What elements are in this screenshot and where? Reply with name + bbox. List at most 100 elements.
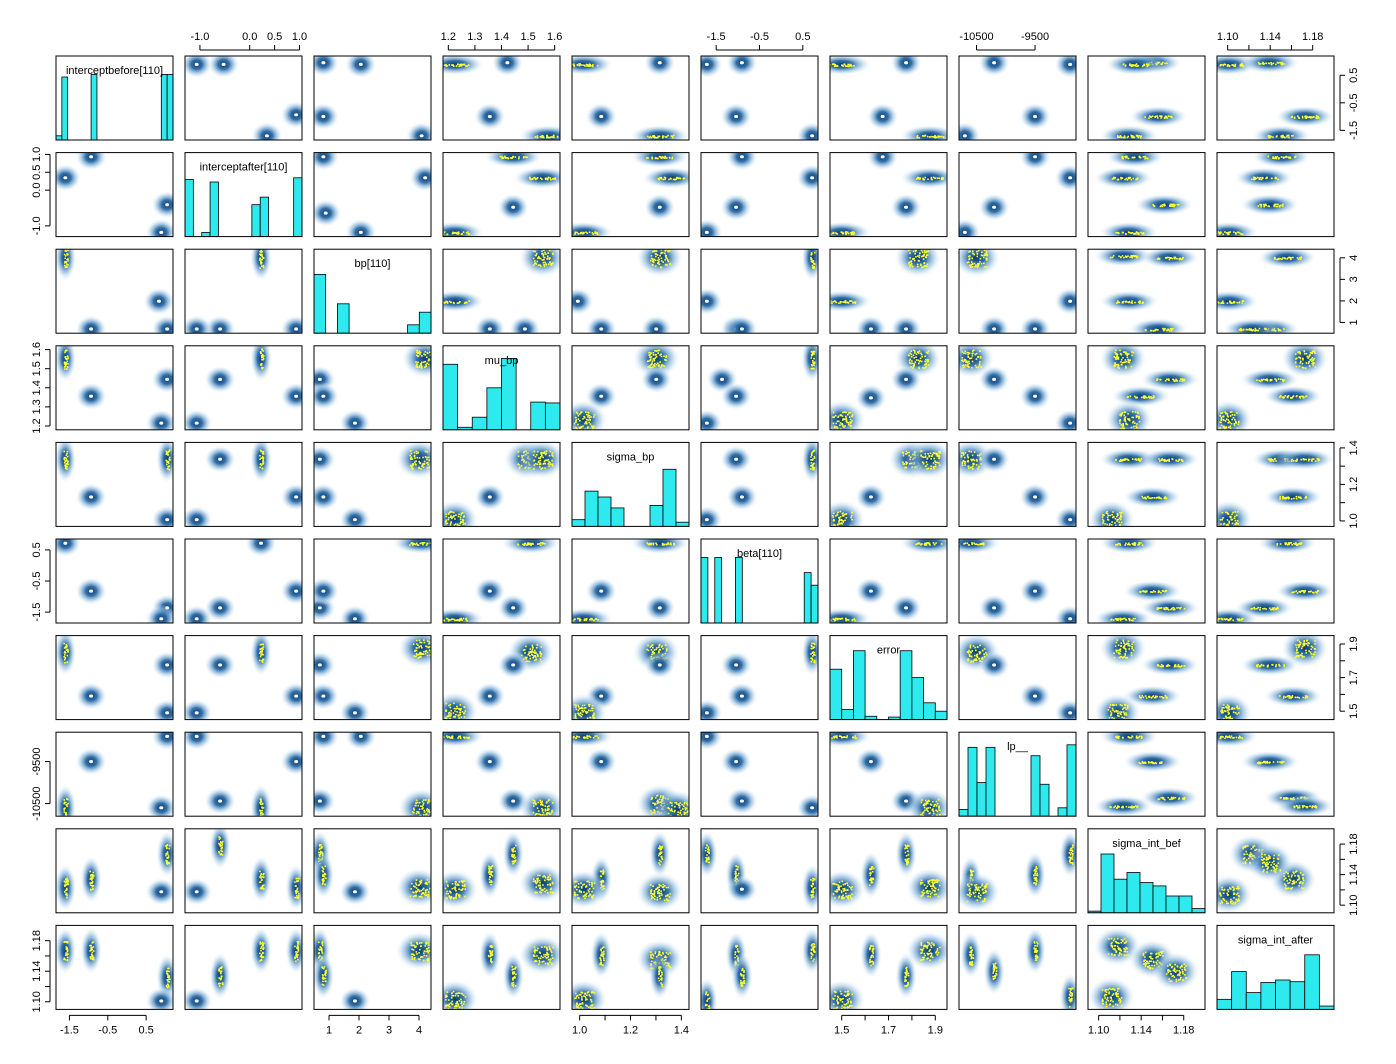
sample-point [1233,301,1236,303]
sample-point [1305,395,1307,398]
sample-point [1183,379,1186,382]
sample-point [553,178,556,180]
sample-point [1165,378,1168,381]
density-core [880,114,885,119]
sample-point [1305,643,1308,645]
sample-point [1233,414,1236,416]
sample-point [813,362,815,365]
sample-point [518,463,520,466]
sample-point [432,364,434,366]
hist-bar [251,204,261,237]
sample-point [1221,527,1223,529]
sample-point [532,543,534,545]
sample-point [1150,397,1153,399]
sample-point [850,233,853,236]
sample-point [845,411,848,414]
sample-point [971,352,973,355]
sample-point [924,455,927,458]
sample-point [662,136,664,139]
density-core [321,694,326,698]
sample-point [1111,256,1114,259]
panel-frame [442,345,561,431]
sample-point [66,254,69,256]
sample-point [1269,460,1272,462]
sample-point [968,352,971,355]
sample-point [572,619,574,622]
density-core [704,421,709,425]
sample-point [458,65,461,68]
sample-point [1275,136,1278,138]
sample-point [975,658,978,660]
sample-point [593,714,595,716]
sample-point [1115,649,1118,652]
sample-point [1136,178,1138,180]
sample-point [665,136,667,138]
sample-point [812,450,814,453]
sample-point [1307,644,1309,647]
sample-point [810,454,813,456]
sample-point [1122,231,1124,234]
sample-point [659,254,661,257]
panel-frame [1087,345,1206,431]
sample-point [1295,358,1297,360]
sample-point [66,661,69,664]
sample-point [1138,301,1141,303]
sample-point [539,652,542,655]
sample-point [976,454,979,457]
sample-point [1149,329,1152,332]
sample-point [450,712,452,715]
density-core [657,205,662,209]
sample-point [966,261,969,264]
sample-point [422,456,424,459]
sample-point [1298,356,1300,358]
sample-point [589,709,592,712]
sample-point [905,453,907,455]
sample-point [428,466,431,469]
sample-point [579,712,582,714]
scatter-panel-3-2 [313,345,434,431]
sample-point [417,452,419,454]
sample-point [1117,644,1120,647]
sample-point [975,649,977,652]
density-blob [314,152,340,171]
sample-point [851,414,854,417]
sample-point [66,817,68,819]
sample-point [838,617,840,620]
sample-point [1240,233,1242,235]
sample-point [1287,156,1289,159]
sample-point [584,721,586,723]
sample-point [1155,497,1158,499]
density-blob [830,221,872,237]
sample-point [1234,511,1236,513]
sample-point [1311,656,1314,658]
density-blob [572,607,614,623]
sample-point [914,352,916,354]
sample-point [979,361,981,363]
sample-point [424,653,427,655]
sample-point [444,717,447,719]
sample-point [810,462,813,464]
sample-point [1119,619,1122,622]
sample-point [459,704,462,706]
density-core [294,394,299,398]
sample-point [1141,694,1144,697]
sample-point [1272,62,1275,65]
sample-point [1286,136,1288,138]
sample-point [976,460,978,462]
sample-point [1231,414,1234,416]
sample-point [1288,696,1291,698]
sample-point [1299,542,1302,544]
sample-point [534,250,537,253]
sample-point [1220,523,1222,525]
sample-point [1162,328,1165,330]
scatter-panel-2-7 [958,248,1077,334]
sample-point [963,360,966,362]
sample-point [903,463,906,465]
sample-point [834,524,836,527]
sample-point [591,704,594,707]
sample-point [416,647,418,649]
sample-point [418,366,421,369]
sample-point [1163,459,1165,462]
sample-point [841,415,844,417]
sample-point [423,460,426,463]
